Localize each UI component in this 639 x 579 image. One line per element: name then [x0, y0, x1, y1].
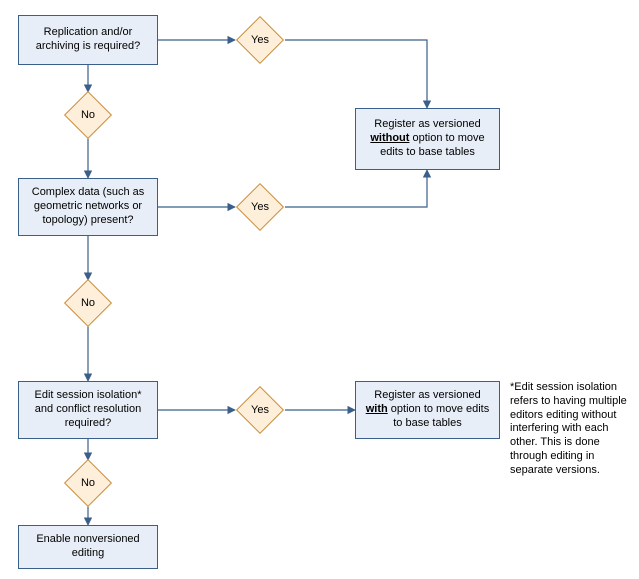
flowchart-box-out1: Register as versioned without option to … — [355, 108, 500, 170]
flowchart-box-out3: Enable nonversioned editing — [18, 525, 158, 569]
flowchart-box-q2: Complex data (such as geometric networks… — [18, 178, 158, 236]
decision-diamond-yes3: Yes — [236, 386, 284, 434]
decision-label: No — [81, 297, 95, 309]
decision-diamond-no2: No — [64, 279, 112, 327]
flowchart-canvas: Replication and/or archiving is required… — [0, 0, 639, 579]
connector — [285, 170, 427, 207]
decision-label: Yes — [251, 404, 269, 416]
flowchart-box-label: Register as versioned without option to … — [362, 118, 493, 159]
decision-label: No — [81, 109, 95, 121]
flowchart-box-label: Edit session isolation* and conflict res… — [25, 389, 151, 430]
decision-diamond-yes1: Yes — [236, 16, 284, 64]
flowchart-box-q1: Replication and/or archiving is required… — [18, 15, 158, 65]
decision-diamond-yes2: Yes — [236, 183, 284, 231]
decision-diamond-no3: No — [64, 459, 112, 507]
flowchart-box-label: Enable nonversioned editing — [25, 533, 151, 561]
connector — [285, 40, 427, 108]
flowchart-box-q3: Edit session isolation* and conflict res… — [18, 381, 158, 439]
footnote-text: *Edit session isolation refers to having… — [510, 381, 627, 476]
flowchart-box-label: Complex data (such as geometric networks… — [25, 186, 151, 227]
flowchart-box-out2: Register as versioned with option to mov… — [355, 381, 500, 439]
decision-label: No — [81, 477, 95, 489]
decision-label: Yes — [251, 34, 269, 46]
decision-diamond-no1: No — [64, 91, 112, 139]
decision-label: Yes — [251, 201, 269, 213]
flowchart-box-label: Replication and/or archiving is required… — [25, 26, 151, 54]
flowchart-box-label: Register as versioned with option to mov… — [362, 389, 493, 430]
footnote: *Edit session isolation refers to having… — [510, 381, 635, 477]
